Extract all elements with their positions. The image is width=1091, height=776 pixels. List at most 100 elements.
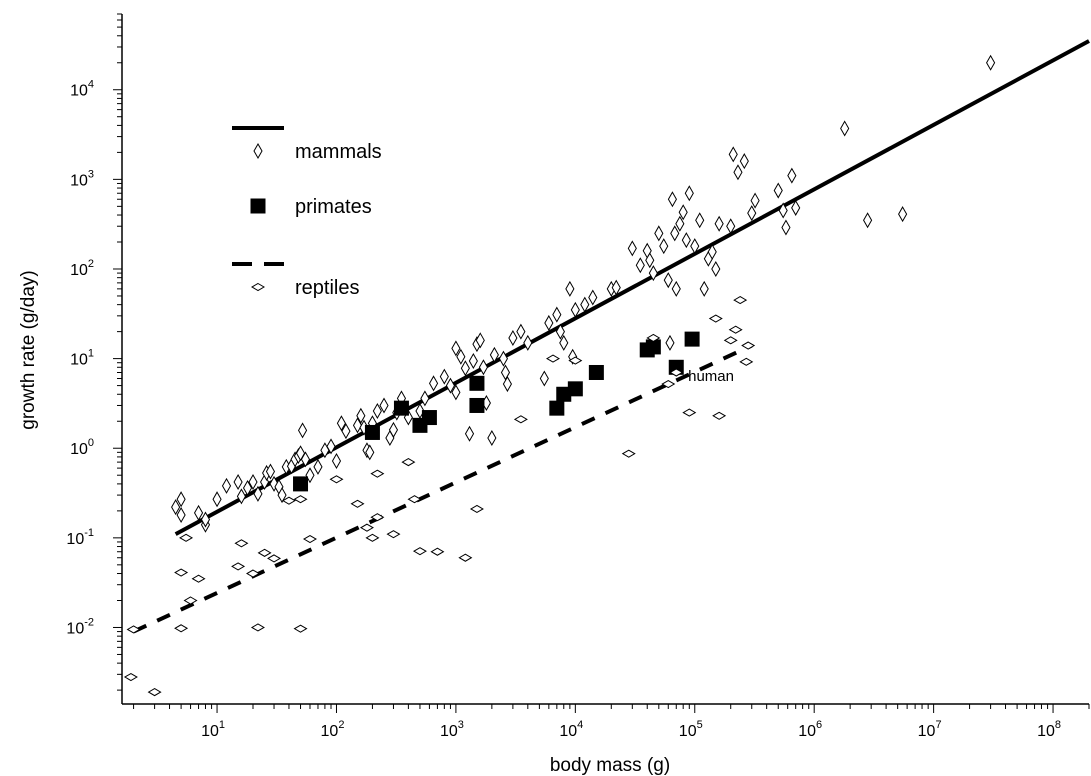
mammals-point	[498, 350, 509, 367]
mammals-point	[570, 301, 580, 318]
mammals-point	[678, 204, 688, 221]
mammals-point	[233, 473, 243, 491]
mammals-point	[840, 120, 850, 137]
mammals-point	[750, 192, 760, 209]
mammals-point	[523, 334, 533, 351]
mammals-point	[451, 384, 461, 401]
reptiles-point	[183, 596, 198, 605]
primates-point	[549, 400, 565, 416]
mammals-point	[898, 206, 908, 223]
reptiles-point	[257, 548, 272, 557]
mammals-point	[695, 212, 705, 229]
data-points	[123, 54, 996, 697]
mammals-point	[645, 252, 655, 269]
mammals-point	[313, 458, 323, 475]
mammals-point	[654, 225, 664, 242]
mammals-point	[781, 219, 791, 236]
reptiles-point	[246, 569, 260, 578]
y-tick-label: 103	[70, 168, 94, 189]
mammals-point	[451, 340, 461, 357]
mammals-point	[588, 289, 598, 306]
mammals-point	[297, 422, 308, 439]
mammals-point	[539, 370, 549, 387]
reptiles-point	[469, 504, 484, 514]
primates-point	[645, 339, 661, 355]
mammals-point	[487, 430, 497, 447]
mammals-point	[212, 491, 222, 508]
mammals-point	[464, 425, 475, 442]
reptiles-point	[370, 469, 385, 478]
reptiles-point	[123, 672, 138, 682]
reptiles-point	[458, 553, 473, 562]
legend: mammals primates reptiles	[232, 126, 382, 299]
mammals-point	[690, 238, 700, 255]
primates-point	[393, 400, 409, 416]
primates-point	[469, 375, 485, 391]
mammals-point	[176, 506, 186, 523]
reptiles-point	[191, 574, 206, 583]
mammals-point	[728, 146, 738, 163]
primates-point	[421, 410, 437, 426]
mammals-point	[565, 280, 575, 297]
primates-point	[556, 386, 572, 402]
y-tick-label: 10-1	[66, 527, 94, 548]
reptiles-point	[661, 379, 676, 389]
reptiles-point	[179, 533, 194, 542]
y-axis-title: growth rate (g/day)	[18, 270, 39, 429]
mammals-point	[460, 360, 470, 377]
mammals-point	[670, 225, 680, 242]
reptiles-point	[231, 562, 246, 571]
primates-point	[684, 331, 700, 347]
mammals-point	[326, 438, 336, 455]
legend-label: primates	[295, 196, 372, 218]
legend-marker	[251, 282, 265, 292]
mammals-point	[253, 485, 263, 502]
reptiles-point	[126, 625, 141, 634]
mammals-point	[420, 390, 430, 407]
mammals-point	[331, 453, 342, 470]
mammals-point	[356, 407, 366, 424]
y-tick-label: 104	[70, 79, 94, 100]
x-tick-label: 104	[559, 719, 583, 740]
mammals-point	[475, 332, 485, 349]
mammals-point	[236, 488, 247, 505]
y-tick-label: 10-2	[66, 616, 94, 637]
mammals-point	[352, 417, 363, 434]
x-axis-title: body mass (g)	[550, 755, 670, 776]
primates-point	[567, 381, 583, 397]
mammals-point	[552, 306, 562, 323]
mammals-point	[500, 364, 511, 381]
mammals-point	[516, 323, 526, 340]
x-axis-ticks: 101 102 103 104 105 106 107 108	[133, 704, 1090, 740]
mammals-point	[667, 191, 677, 208]
reptiles-point	[370, 513, 385, 522]
reptiles-point	[621, 449, 636, 458]
reptiles-point	[401, 458, 416, 467]
mammals-point	[379, 397, 389, 414]
legend-marker	[253, 142, 263, 160]
legend-label: reptiles	[295, 277, 359, 299]
y-tick-label: 101	[70, 348, 94, 369]
mammals-point	[478, 359, 489, 376]
mammals-point	[707, 243, 717, 260]
mammals-point	[265, 463, 276, 480]
mammals-point	[439, 368, 449, 385]
x-tick-label: 106	[798, 719, 822, 740]
reptiles-point	[669, 368, 684, 377]
mammals-point	[176, 491, 186, 508]
mammals-point	[388, 421, 399, 438]
x-tick-label: 102	[321, 719, 345, 740]
reptiles-point	[430, 547, 445, 556]
mammals-point	[428, 375, 439, 392]
reptiles-point	[646, 333, 661, 343]
mammals-point	[300, 451, 311, 468]
reptiles-point	[267, 554, 282, 563]
y-axis-ticks: 10-2 10-1 100 101 102 103 104	[66, 13, 122, 691]
mammals-point	[559, 334, 569, 351]
x-tick-label: 107	[918, 719, 942, 740]
mammals-point	[248, 473, 258, 491]
mammals-point	[665, 334, 675, 351]
reptiles-point	[386, 530, 401, 539]
reptiles-point	[682, 408, 697, 417]
